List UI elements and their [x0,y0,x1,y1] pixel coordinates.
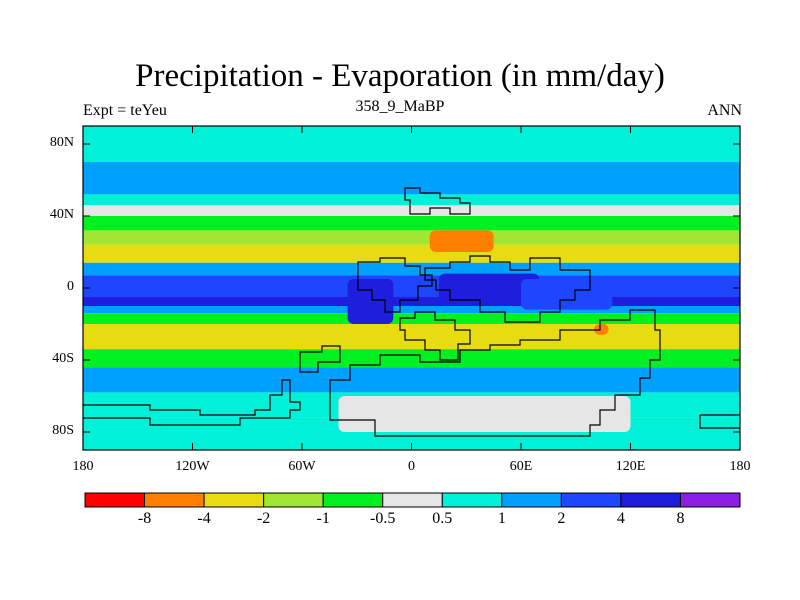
coastline-1 [357,257,433,313]
zonal-band-10 [83,306,740,314]
colorbar-label: 2 [557,510,566,527]
coastline-7 [699,414,740,429]
region-north-africa-arabia [429,230,494,252]
coastline-6 [83,379,301,426]
x-tick-label: 0 [408,459,415,474]
x-tick-label: 120W [175,459,210,474]
x-tick-label: 60E [509,459,533,474]
colorbar-label: -0.5 [370,510,396,527]
colorbar-swatch-4 [322,492,384,508]
colorbar-label: -2 [256,510,271,527]
coastline-3 [399,311,471,361]
region-equatorial-africa [438,273,540,306]
zonal-band-13 [83,349,740,368]
zonal-band-7 [83,262,740,276]
plot-title: Precipitation - Evaporation (in mm/day) [135,58,665,94]
colorbar-swatch-0 [84,492,146,508]
axis-ticks [82,126,741,450]
coastline-0 [404,187,471,215]
colorbar-label: 8 [676,510,685,527]
y-tick-label: 80S [52,423,74,438]
field-layer [83,126,740,450]
y-tick-label: 0 [67,279,74,294]
zonal-band-1 [83,162,740,195]
region-equatorial-americas [347,279,394,324]
colorbar-swatch-10 [679,492,741,508]
coastline-layer [83,187,740,437]
zonal-band-4 [83,216,740,231]
colorbar-swatch-6 [441,492,503,508]
colorbar-label: -8 [137,510,152,527]
zonal-band-14 [83,367,740,393]
region-indian-subcontinent [594,324,609,335]
zonal-band-6 [83,244,740,263]
colorbar-label: 1 [497,510,506,527]
zonal-band-9 [83,297,740,306]
colorbar-label: 4 [616,510,625,527]
y-tick-label: 40S [52,351,74,366]
colorbar-swatch-2 [203,492,265,508]
zonal-band-2 [83,194,740,206]
zonal-band-12 [83,324,740,350]
colorbar-swatch-7 [501,492,562,508]
coastline-4 [329,309,661,437]
coastline-5 [299,345,341,373]
x-tick-label: 180 [729,459,751,474]
zonal-band-5 [83,230,740,245]
region-polar-south-land [338,396,631,432]
region-equatorial-asia [521,279,613,310]
colorbar-label: -4 [197,510,211,527]
zonal-band-3 [83,205,740,216]
colorbar-label: 0.5 [432,510,453,527]
zonal-band-8 [83,275,740,297]
colorbar [84,492,741,508]
colorbar-swatch-5 [382,492,443,508]
y-tick-label: 80N [49,135,74,150]
x-tick-label: 60W [288,459,316,474]
colorbar-swatch-1 [144,492,205,508]
plot-subtitle: 358_9_MaBP [355,98,445,115]
colorbar-swatch-9 [620,492,681,508]
colorbar-label: -1 [316,510,330,527]
y-tick-label: 40N [49,207,74,222]
season-label: ANN [707,102,742,119]
colorbar-swatch-8 [560,492,622,508]
x-tick-label: 120E [615,459,646,474]
experiment-label: Expt = teYeu [83,102,167,119]
coastline-2 [424,255,591,323]
x-tick-label: 180 [72,459,94,474]
colorbar-swatch-3 [263,492,324,508]
